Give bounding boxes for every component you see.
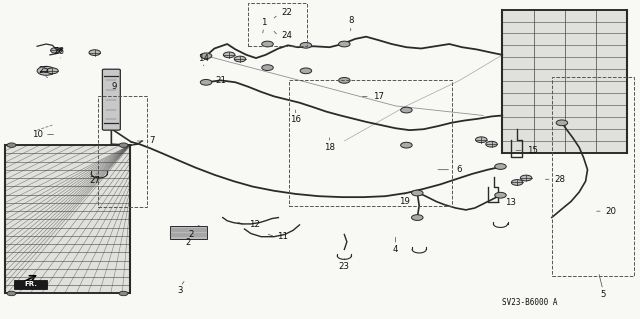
Circle shape bbox=[511, 180, 523, 185]
Text: 7: 7 bbox=[150, 137, 155, 145]
Text: 22: 22 bbox=[281, 8, 292, 17]
Circle shape bbox=[223, 52, 235, 58]
Text: 3: 3 bbox=[178, 286, 183, 295]
Circle shape bbox=[89, 50, 100, 56]
Text: 14: 14 bbox=[198, 54, 209, 63]
Circle shape bbox=[412, 190, 423, 196]
Circle shape bbox=[7, 143, 16, 147]
Circle shape bbox=[262, 41, 273, 47]
Text: 13: 13 bbox=[505, 198, 516, 207]
FancyBboxPatch shape bbox=[102, 69, 120, 130]
Circle shape bbox=[486, 141, 497, 147]
Circle shape bbox=[51, 48, 62, 53]
Text: 4: 4 bbox=[393, 245, 398, 254]
Circle shape bbox=[495, 192, 506, 198]
Text: SV23-B6000 A: SV23-B6000 A bbox=[502, 298, 557, 307]
Circle shape bbox=[37, 66, 55, 75]
Bar bbox=[170, 226, 207, 239]
Text: 2: 2 bbox=[186, 238, 191, 247]
Circle shape bbox=[200, 79, 212, 85]
Bar bbox=[98, 96, 147, 207]
Circle shape bbox=[262, 65, 273, 70]
Text: 10: 10 bbox=[31, 130, 43, 139]
Text: FR.: FR. bbox=[24, 281, 37, 287]
Text: 1: 1 bbox=[261, 19, 266, 27]
Text: 16: 16 bbox=[290, 115, 301, 124]
Text: 2: 2 bbox=[188, 230, 193, 239]
Text: 12: 12 bbox=[249, 220, 260, 229]
Bar bbox=[248, 3, 307, 46]
Text: 19: 19 bbox=[399, 197, 410, 206]
Circle shape bbox=[339, 41, 350, 47]
Text: 23: 23 bbox=[339, 262, 350, 271]
Circle shape bbox=[300, 68, 312, 74]
Bar bbox=[502, 10, 627, 153]
Circle shape bbox=[556, 120, 568, 126]
Text: 6: 6 bbox=[457, 165, 462, 174]
Text: 8: 8 bbox=[348, 16, 353, 25]
Circle shape bbox=[119, 143, 128, 147]
Text: 25: 25 bbox=[38, 66, 49, 75]
Circle shape bbox=[339, 78, 350, 83]
Circle shape bbox=[495, 164, 506, 169]
Circle shape bbox=[401, 142, 412, 148]
Circle shape bbox=[520, 175, 532, 181]
Circle shape bbox=[300, 42, 312, 48]
Circle shape bbox=[200, 53, 212, 59]
Circle shape bbox=[412, 215, 423, 220]
Circle shape bbox=[234, 56, 246, 62]
Text: 28: 28 bbox=[554, 175, 566, 184]
Text: 20: 20 bbox=[605, 207, 617, 216]
Text: 11: 11 bbox=[277, 232, 289, 241]
Text: 27: 27 bbox=[89, 176, 100, 185]
Text: 24: 24 bbox=[281, 31, 292, 40]
Text: 9: 9 bbox=[111, 82, 116, 91]
Bar bbox=[289, 80, 452, 206]
FancyBboxPatch shape bbox=[14, 280, 47, 289]
Circle shape bbox=[47, 68, 58, 74]
Text: 15: 15 bbox=[527, 146, 538, 155]
Text: 17: 17 bbox=[373, 92, 385, 101]
Text: 26: 26 bbox=[53, 47, 65, 56]
Text: 18: 18 bbox=[324, 143, 335, 152]
Text: 21: 21 bbox=[215, 76, 227, 85]
Bar bbox=[552, 77, 634, 276]
Text: 5: 5 bbox=[600, 290, 605, 299]
Circle shape bbox=[7, 291, 16, 296]
Circle shape bbox=[401, 107, 412, 113]
Circle shape bbox=[476, 137, 487, 143]
Circle shape bbox=[119, 291, 128, 296]
Bar bbox=[5, 145, 130, 293]
